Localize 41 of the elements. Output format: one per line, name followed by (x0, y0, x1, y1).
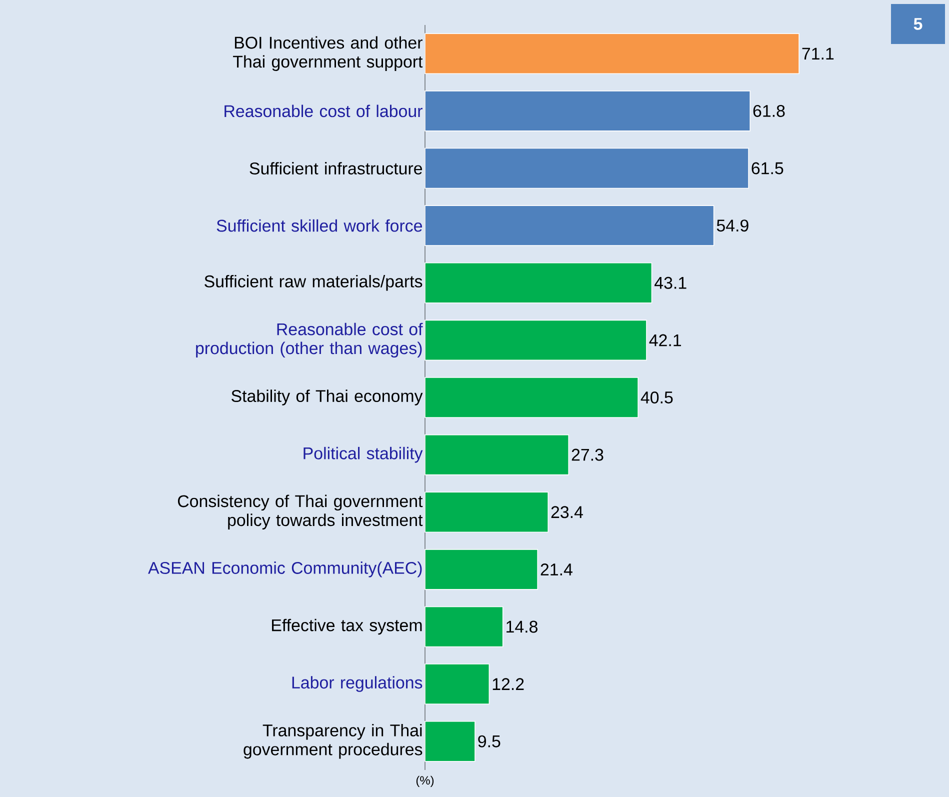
data-label: 27.3 (572, 448, 604, 461)
bar (424, 320, 647, 361)
y-tick-label: Stability of Thai economy (232, 390, 423, 406)
data-label: 14.8 (506, 620, 538, 633)
data-label: 43.1 (654, 276, 686, 289)
y-tick-label: ASEAN Economic Community(AEC) (148, 562, 422, 578)
x-axis-title: (%) (416, 776, 434, 787)
y-tick-label: Labor regulations (292, 676, 422, 692)
data-label: 71.1 (802, 48, 834, 60)
data-label: 21.4 (540, 564, 572, 576)
y-tick-label: Reasonable cost of labour (224, 104, 422, 118)
y-tick-label: Sufficient skilled work force (216, 219, 422, 232)
bar (424, 549, 538, 590)
y-tick-label: Sufficient infrastructure (250, 162, 422, 174)
data-label: 40.5 (640, 391, 673, 404)
data-label: 42.1 (649, 334, 682, 346)
y-tick-label: BOI Incentives and other Thai government support (233, 36, 423, 71)
bar (424, 492, 548, 533)
data-label: 54.9 (716, 220, 748, 232)
data-label: 23.4 (551, 506, 583, 518)
bar (424, 664, 490, 704)
y-tick-label: Transparency in Thai government procedures (244, 724, 422, 759)
y-tick-label: Political stability (304, 446, 423, 463)
y-tick-label: Sufficient raw materials/parts (204, 274, 422, 291)
bar (424, 262, 652, 304)
bar (424, 434, 570, 476)
text: 5 (914, 18, 922, 30)
data-label: 61.8 (753, 104, 785, 117)
y-tick-label: Effective tax system (272, 618, 422, 635)
bar (424, 90, 750, 132)
bar (424, 720, 476, 762)
y-tick-label: Reasonable cost of production (other than wages) (196, 322, 423, 358)
bar (424, 148, 749, 189)
bar (424, 205, 714, 246)
bar (424, 606, 504, 648)
data-label: 9.5 (478, 735, 500, 748)
bar (424, 377, 638, 418)
y-tick-label: Consistency of Thai government policy towards investment (178, 494, 423, 530)
bar (424, 33, 800, 74)
data-label: 61.5 (752, 162, 784, 174)
data-label: 12.2 (492, 678, 524, 690)
